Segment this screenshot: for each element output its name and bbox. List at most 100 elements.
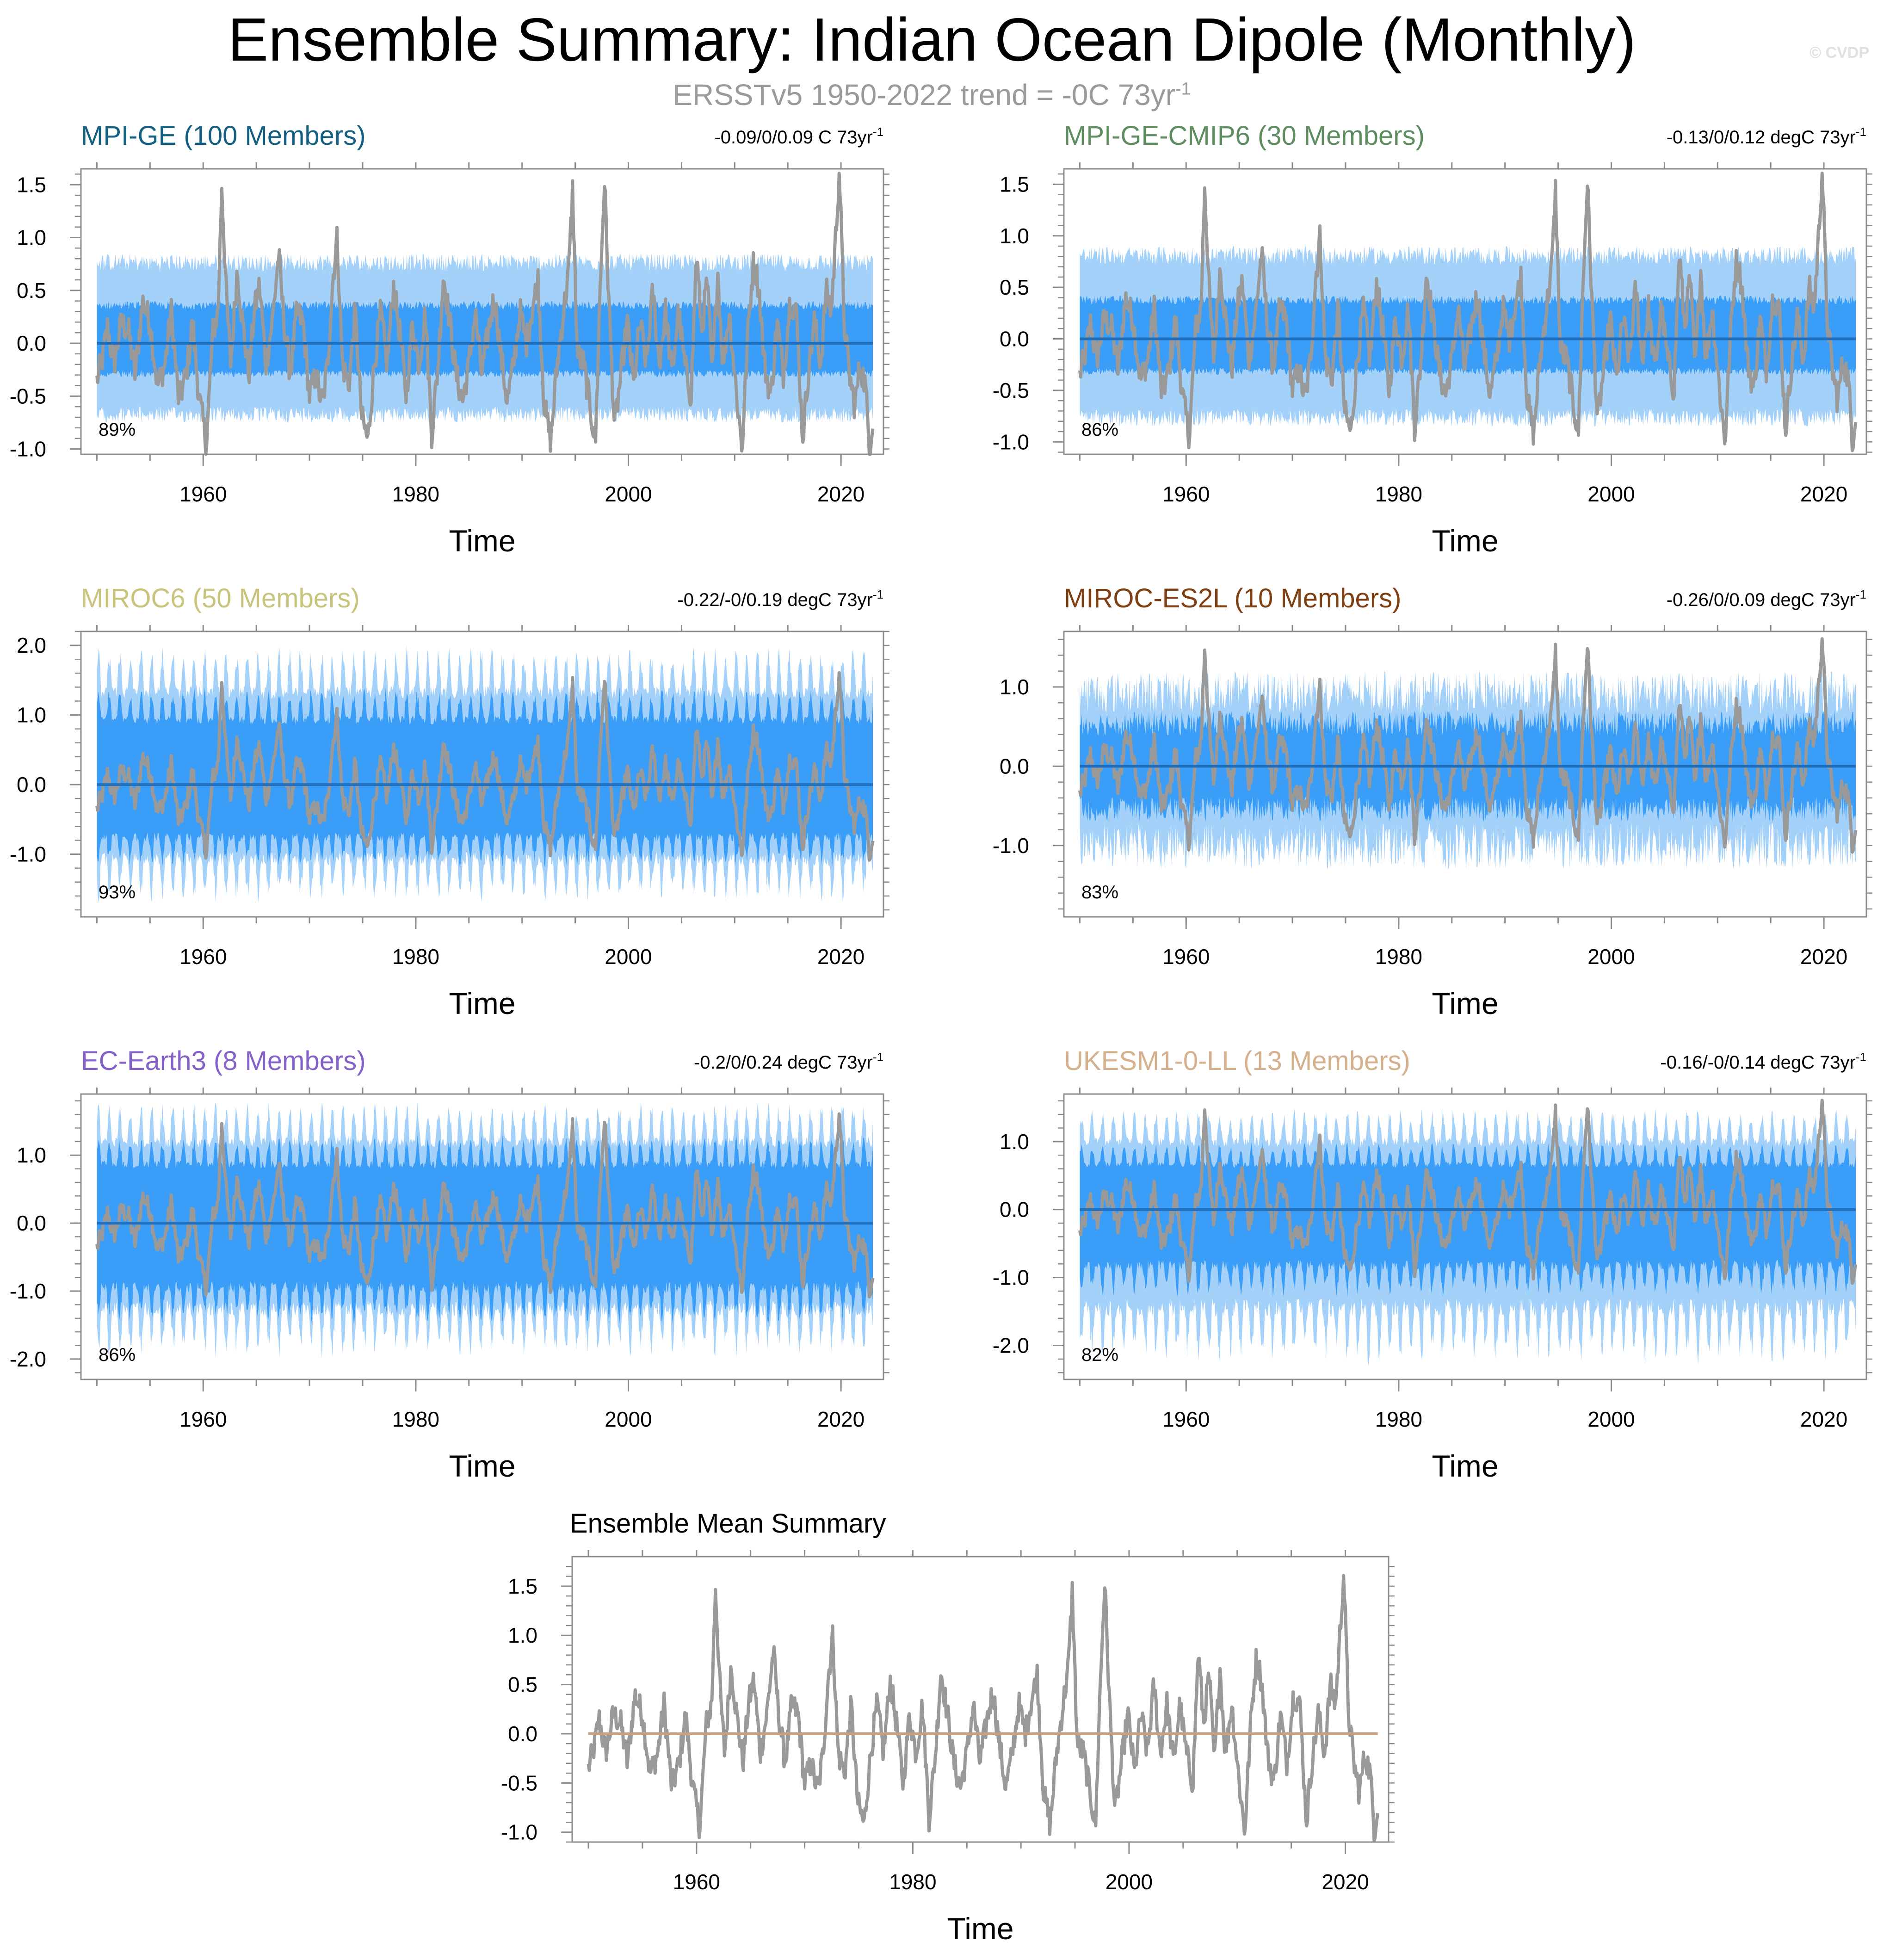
x-tick-label: 2020: [1800, 482, 1847, 506]
x-tick-label: 2000: [605, 1407, 652, 1431]
trend-exponent: -1: [873, 587, 883, 601]
y-tick-label: 0.5: [508, 1673, 537, 1697]
plot-frame: [1063, 631, 1867, 918]
panel-title: MPI-GE-CMIP6 (30 Members): [1064, 121, 1425, 151]
trend-value: -0.26/0/0.09 degC 73yr: [1667, 590, 1856, 610]
x-axis-title: Time: [947, 1911, 1013, 1946]
figure-subtitle: ERSSTv5 1950-2022 trend = -0C 73yr-1: [0, 78, 1864, 112]
y-tick-label: 0.0: [508, 1722, 537, 1746]
y-tick-label: 1.0: [1000, 675, 1029, 699]
panel-title: Ensemble Mean Summary: [570, 1509, 886, 1539]
x-tick-label: 1960: [179, 1407, 227, 1431]
x-tick-label: 2020: [817, 482, 865, 506]
panel-trend-text: -0.2/0/0.24 degC 73yr-1: [694, 1050, 883, 1073]
y-tick-label: 0.5: [1000, 275, 1029, 299]
chart-panel-ukesm1-0-ll: 1960 1980 2000 2020 1.0 0.0 -1.0 -2.0 UKESM1-0-L…: [993, 1046, 1872, 1483]
x-tick-label: 2020: [1800, 945, 1847, 969]
chart-panel-mpi-ge-cmip6: 1960 1980 2000 2020 1.5 1.0 0.5 0.0 -0.5 -1.0 MPI-…: [993, 121, 1872, 558]
x-tick-label: 1980: [889, 1870, 936, 1894]
x-tick-label: 1960: [673, 1870, 720, 1894]
x-tick-label: 2020: [817, 1407, 865, 1431]
y-tick-label: 1.5: [508, 1574, 537, 1598]
y-tick-label: -1.0: [993, 430, 1029, 454]
x-tick-label: 2000: [605, 482, 652, 506]
x-tick-label: 1980: [1375, 945, 1422, 969]
figure-title: Ensemble Summary: Indian Ocean Dipole (M…: [228, 6, 1636, 74]
x-tick-label: 2000: [605, 945, 652, 969]
x-tick-label: 1980: [1375, 1407, 1422, 1431]
x-tick-label: 2020: [1322, 1870, 1369, 1894]
percent-label: 82%: [1081, 1345, 1118, 1365]
trend-exponent: -1: [873, 1050, 883, 1064]
x-tick-label: 2020: [1800, 1407, 1847, 1431]
plot-frame: [80, 631, 884, 918]
y-tick-label: 0.0: [17, 773, 46, 797]
panel-title: MIROC-ES2L (10 Members): [1064, 583, 1401, 613]
x-tick-label: 1980: [392, 1407, 439, 1431]
y-tick-label: 1.0: [17, 703, 46, 727]
chart-panel-miroc-es2l: 1960 1980 2000 2020 1.0 0.0 -1.0 MIROC-ES2L (10…: [993, 583, 1872, 1020]
panel-title: MIROC6 (50 Members): [81, 583, 360, 613]
x-tick-label: 2020: [817, 945, 865, 969]
x-tick-label: 1960: [1162, 1407, 1210, 1431]
cvdp-watermark: © CVDP: [1810, 44, 1869, 62]
x-axis-title: Time: [449, 986, 515, 1020]
y-tick-label: 1.0: [1000, 1130, 1029, 1154]
y-tick-label: 0.5: [17, 278, 46, 303]
trend-exponent: -1: [1856, 125, 1866, 139]
x-tick-label: 1980: [392, 945, 439, 969]
x-axis-title: Time: [449, 1449, 515, 1483]
trend-value: -0.13/0/0.12 degC 73yr: [1667, 127, 1856, 148]
x-tick-label: 1980: [392, 482, 439, 506]
y-tick-label: 1.0: [17, 1143, 46, 1167]
y-tick-label: 1.5: [17, 173, 46, 197]
y-tick-label: 1.5: [1000, 172, 1029, 196]
trend-exponent: -1: [1856, 1050, 1866, 1064]
panel-title: EC-Earth3 (8 Members): [81, 1046, 366, 1076]
trend-exponent: -1: [873, 125, 883, 139]
percent-label: 86%: [99, 1345, 136, 1365]
y-tick-label: -1.0: [10, 842, 46, 866]
y-tick-label: 1.0: [1000, 224, 1029, 248]
y-tick-label: -0.5: [501, 1771, 537, 1795]
y-tick-label: 1.0: [17, 226, 46, 250]
y-tick-label: -2.0: [10, 1347, 46, 1371]
observed-series-line: [587, 1574, 1380, 1843]
panel-trend-text: -0.16/-0/0.14 degC 73yr-1: [1660, 1050, 1866, 1073]
trend-value: -0.2/0/0.24 degC 73yr: [694, 1052, 873, 1073]
x-axis-title: Time: [1432, 1449, 1498, 1483]
trend-exponent: -1: [1856, 587, 1866, 601]
plot-frame: [1063, 168, 1867, 455]
y-tick-label: -1.0: [10, 437, 46, 461]
percent-label: 93%: [99, 882, 136, 903]
x-tick-label: 1960: [179, 482, 227, 506]
panel-title: MPI-GE (100 Members): [81, 121, 366, 151]
y-tick-label: 0.0: [17, 331, 46, 355]
y-tick-label: -0.5: [993, 378, 1029, 402]
subtitle-exponent: -1: [1175, 79, 1191, 99]
x-tick-label: 1980: [1375, 482, 1422, 506]
y-tick-label: -1.0: [501, 1820, 537, 1844]
x-tick-label: 2000: [1587, 945, 1635, 969]
percent-label: 89%: [99, 420, 136, 440]
percent-label: 86%: [1081, 420, 1118, 440]
y-tick-label: -2.0: [993, 1334, 1029, 1358]
x-tick-label: 1960: [1162, 482, 1210, 506]
observed-series-line: [95, 172, 875, 456]
plot-frame: [571, 1556, 1390, 1843]
panel-trend-text: -0.26/0/0.09 degC 73yr-1: [1667, 587, 1866, 610]
panel-trend-text: -0.09/0/0.09 C 73yr-1: [714, 125, 883, 148]
trend-value: -0.09/0/0.09 C 73yr: [714, 127, 872, 148]
chart-panel-miroc6: 1960 1980 2000 2020 2.0 1.0 0.0 -1.0 MIROC6 (50 …: [10, 583, 889, 1020]
x-tick-label: 2000: [1587, 1407, 1635, 1431]
chart-panel-ensemble-mean-summary: 1960 1980 2000 2020 1.5 1.0 0.5 0.0 -0.5 -1.0 Ense…: [501, 1509, 1395, 1946]
x-tick-label: 2000: [1587, 482, 1635, 506]
x-tick-label: 2000: [1105, 1870, 1153, 1894]
percent-label: 83%: [1081, 882, 1118, 903]
chart-panel-ec-earth3: 1960 1980 2000 2020 1.0 0.0 -1.0 -2.0 EC-Earth3 …: [10, 1046, 889, 1483]
trend-value: -0.22/-0/0.19 degC 73yr: [677, 590, 872, 610]
y-tick-label: 0.0: [1000, 327, 1029, 351]
y-tick-label: 2.0: [17, 633, 46, 657]
y-tick-label: -1.0: [993, 834, 1029, 858]
